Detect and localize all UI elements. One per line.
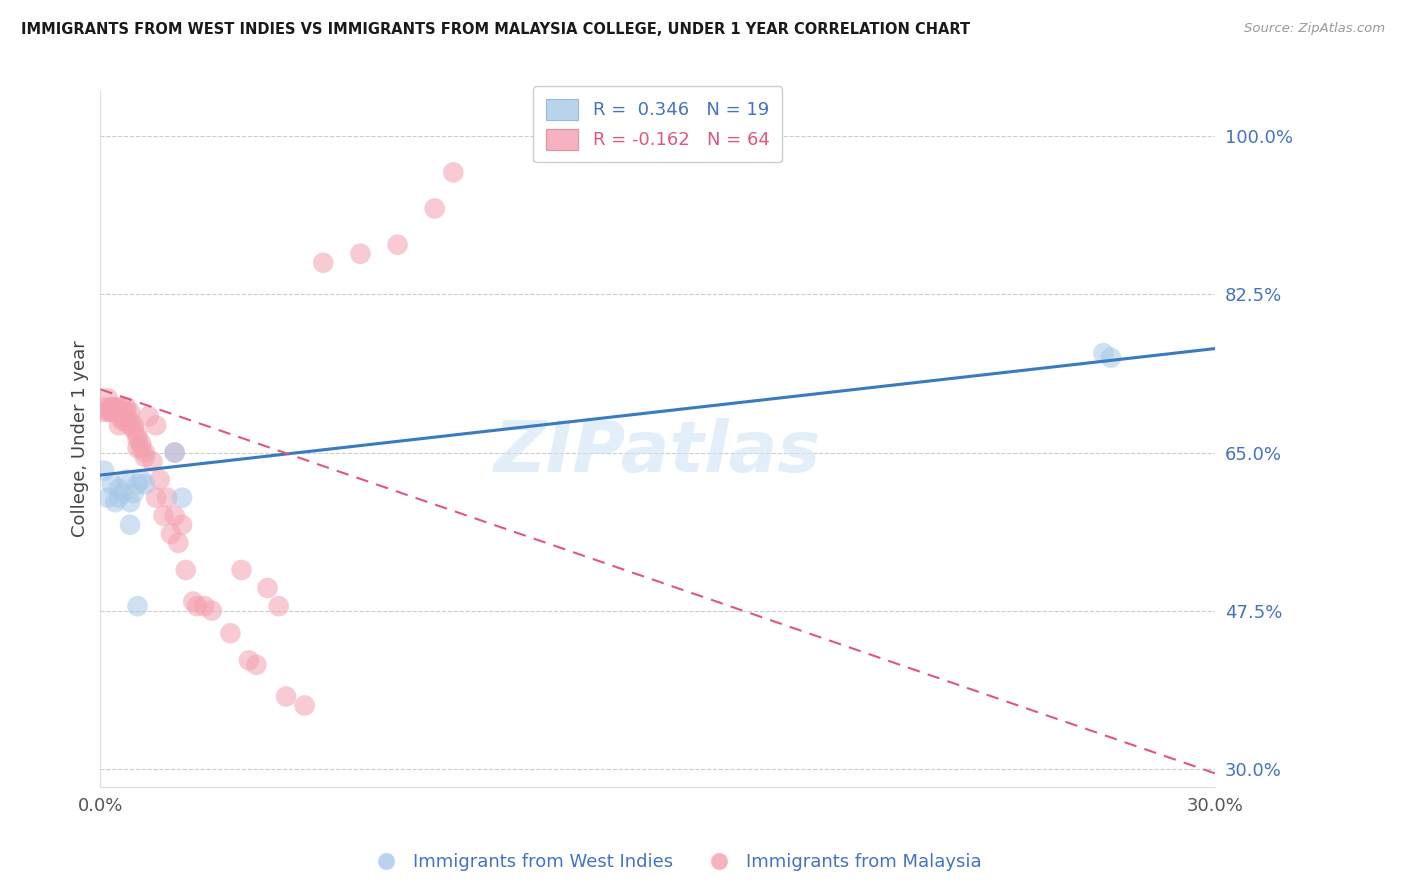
Point — [97, 405, 120, 419]
Point — [108, 401, 131, 415]
Point — [423, 202, 446, 216]
Point — [108, 418, 131, 433]
Point — [115, 473, 138, 487]
Point — [129, 441, 152, 455]
Point — [111, 405, 134, 419]
Text: ZIPatlas: ZIPatlas — [494, 418, 821, 487]
Point — [441, 165, 464, 179]
Point — [127, 441, 149, 455]
Point — [93, 464, 115, 478]
Point — [108, 405, 131, 419]
Point — [127, 599, 149, 614]
Point — [181, 594, 204, 608]
Text: IMMIGRANTS FROM WEST INDIES VS IMMIGRANTS FROM MALAYSIA COLLEGE, UNDER 1 YEAR CO: IMMIGRANTS FROM WEST INDIES VS IMMIGRANT… — [21, 22, 970, 37]
Point — [134, 445, 156, 459]
Point — [100, 477, 122, 491]
Point — [100, 405, 122, 419]
Point — [122, 486, 145, 500]
Point — [93, 405, 115, 419]
Point — [115, 401, 138, 415]
Point — [120, 418, 142, 433]
Point — [120, 405, 142, 419]
Point — [138, 409, 160, 424]
Point — [100, 405, 122, 419]
Point — [97, 392, 120, 406]
Point — [267, 599, 290, 614]
Point — [122, 423, 145, 437]
Point — [256, 581, 278, 595]
Point — [312, 256, 335, 270]
Point — [100, 401, 122, 415]
Point — [115, 405, 138, 419]
Y-axis label: College, Under 1 year: College, Under 1 year — [72, 341, 89, 537]
Point — [127, 477, 149, 491]
Point — [100, 401, 122, 415]
Point — [245, 657, 267, 672]
Point — [160, 526, 183, 541]
Point — [193, 599, 215, 614]
Point — [163, 445, 186, 459]
Point — [120, 495, 142, 509]
Point — [111, 414, 134, 428]
Point — [231, 563, 253, 577]
Point — [129, 436, 152, 450]
Point — [274, 690, 297, 704]
Point — [387, 237, 409, 252]
Point — [141, 454, 163, 468]
Point — [163, 508, 186, 523]
Legend: R =  0.346   N = 19, R = -0.162   N = 64: R = 0.346 N = 19, R = -0.162 N = 64 — [533, 87, 782, 162]
Point — [134, 477, 156, 491]
Point — [93, 401, 115, 415]
Legend: Immigrants from West Indies, Immigrants from Malaysia: Immigrants from West Indies, Immigrants … — [361, 847, 988, 879]
Point — [115, 414, 138, 428]
Text: Source: ZipAtlas.com: Source: ZipAtlas.com — [1244, 22, 1385, 36]
Point — [156, 491, 179, 505]
Point — [145, 418, 167, 433]
Point — [349, 246, 371, 260]
Point — [108, 482, 131, 496]
Point — [145, 491, 167, 505]
Point — [104, 402, 127, 417]
Point — [172, 491, 194, 505]
Point — [152, 508, 174, 523]
Point — [111, 401, 134, 415]
Point — [174, 563, 197, 577]
Point — [172, 517, 194, 532]
Point — [186, 599, 208, 614]
Point — [120, 517, 142, 532]
Point — [108, 491, 131, 505]
Point — [97, 491, 120, 505]
Point — [163, 445, 186, 459]
Point — [120, 414, 142, 428]
Point — [111, 486, 134, 500]
Point — [1099, 351, 1122, 365]
Point — [201, 604, 224, 618]
Point — [219, 626, 242, 640]
Point — [127, 432, 149, 446]
Point — [111, 411, 134, 425]
Point — [149, 473, 172, 487]
Point — [167, 536, 190, 550]
Point — [108, 405, 131, 419]
Point — [294, 698, 316, 713]
Point — [1092, 346, 1115, 360]
Point — [134, 450, 156, 464]
Point — [127, 427, 149, 442]
Point — [122, 418, 145, 433]
Point — [129, 473, 152, 487]
Point — [104, 405, 127, 419]
Point — [104, 401, 127, 415]
Point — [104, 495, 127, 509]
Point — [238, 653, 260, 667]
